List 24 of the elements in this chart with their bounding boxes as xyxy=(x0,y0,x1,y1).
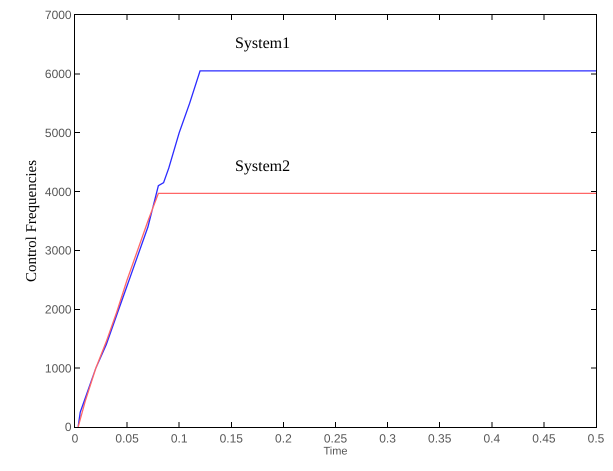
y-tick-label: 1000 xyxy=(44,361,72,376)
line-series xyxy=(77,70,596,427)
y-tick-label: 2000 xyxy=(44,302,72,316)
x-tick-label: 0.5 xyxy=(588,431,605,446)
y-tick-label: 0 xyxy=(64,420,72,434)
x-tick-label: 0.15 xyxy=(220,431,244,446)
y-tick-label: 5000 xyxy=(44,126,72,140)
y-tick-label: 6000 xyxy=(44,67,72,82)
y-tick-label: 3000 xyxy=(44,244,72,258)
line-series xyxy=(77,192,596,427)
x-axis-title: Time xyxy=(323,446,348,458)
series-label: System1 xyxy=(235,35,290,52)
x-tick-label: 0.1 xyxy=(170,431,188,446)
y-axis-title: Control Frequencies xyxy=(24,160,40,282)
x-tick-label: 0.4 xyxy=(483,431,500,446)
y-tick-label: 4000 xyxy=(44,184,72,199)
x-tick-label: 0.2 xyxy=(275,431,292,446)
x-tick-label: 0.25 xyxy=(324,431,348,446)
x-tick-label: 0.3 xyxy=(379,431,396,446)
series-label: System2 xyxy=(235,158,290,175)
x-tick-label: 0.35 xyxy=(428,431,452,446)
x-tick-label: 0.05 xyxy=(115,431,140,446)
y-tick-label: 7000 xyxy=(44,8,72,22)
x-tick-label: 0.45 xyxy=(532,431,556,446)
